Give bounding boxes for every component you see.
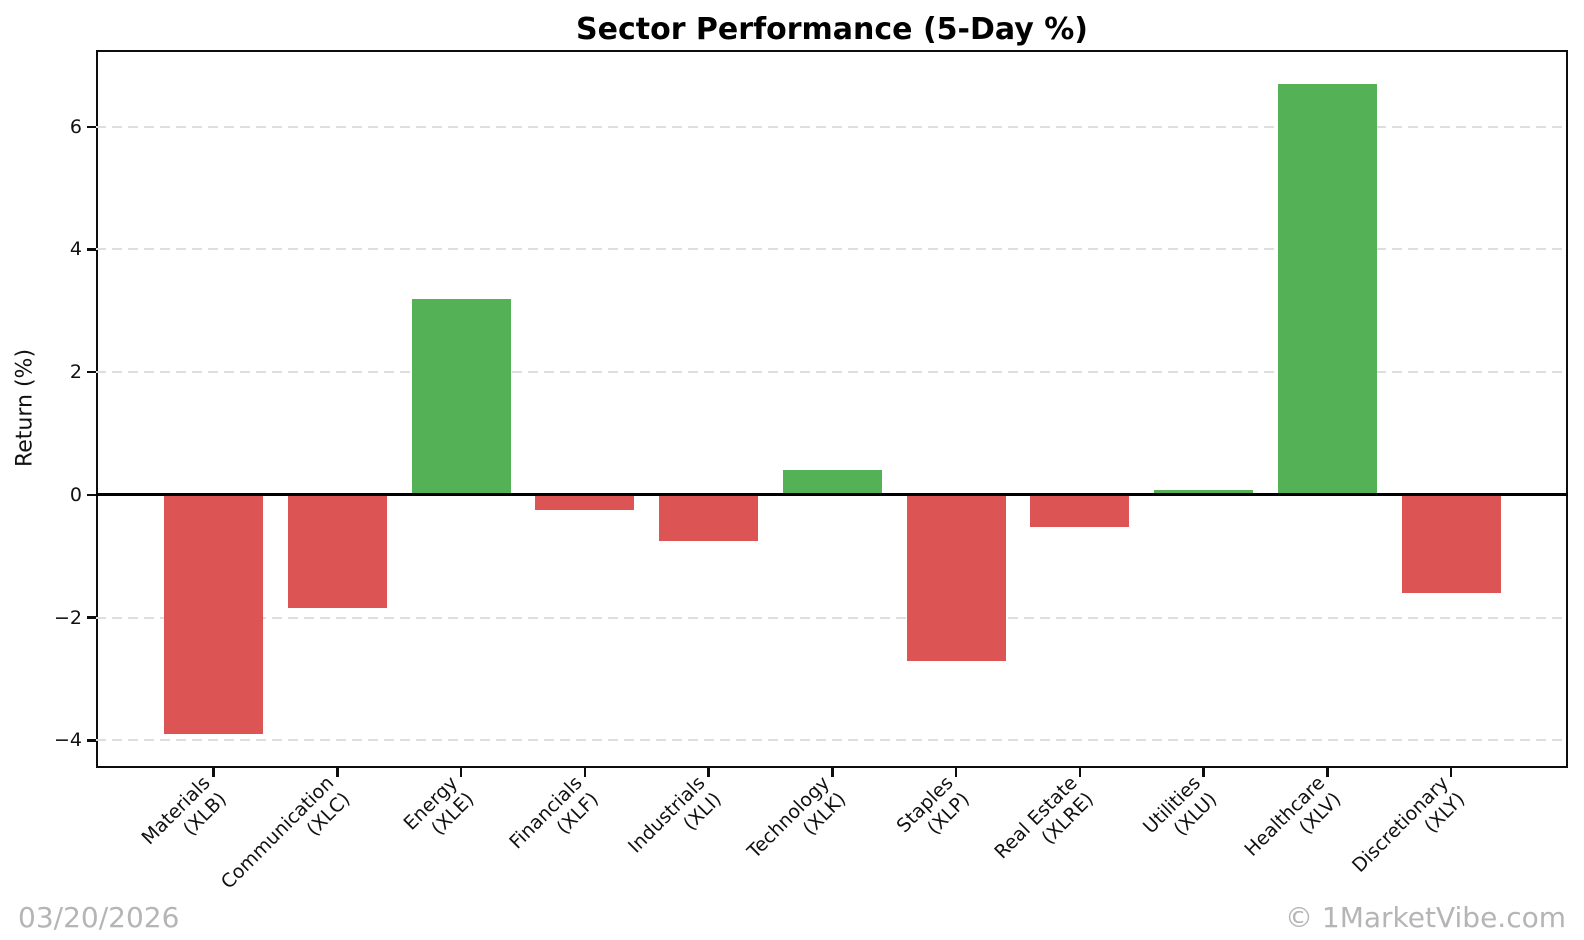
gridline-y-6 <box>96 125 1568 128</box>
x-tick-label-discretionary: Discretionary (XLY) <box>1348 772 1470 894</box>
bar-discretionary <box>1401 494 1501 594</box>
x-tick-mark <box>1202 768 1205 777</box>
x-tick-label-utilities: Utilities (XLU) <box>1139 772 1222 855</box>
x-tick-mark <box>954 768 958 777</box>
x-tick-mark <box>707 768 710 777</box>
y-tick-label: 4 <box>69 238 82 261</box>
y-tick-label: 6 <box>69 115 82 138</box>
bar-healthcare <box>1277 83 1377 495</box>
bar-technology <box>782 470 882 495</box>
x-tick-label-technology: Technology (XLK) <box>743 772 851 880</box>
x-tick-label-industrials: Industrials (XLI) <box>624 772 727 875</box>
y-tick-mark <box>87 616 96 619</box>
gridline-y-4 <box>96 248 1568 251</box>
x-tick-label-real-estate: Real Estate (XLRE) <box>990 772 1098 880</box>
x-tick-mark <box>1078 768 1082 777</box>
footer-date: 03/20/2026 <box>18 901 180 934</box>
y-tick-mark <box>87 248 96 251</box>
x-tick-label-materials: Materials (XLB) <box>138 772 232 866</box>
x-tick-mark <box>583 768 586 777</box>
plot-area-border <box>96 50 1568 768</box>
x-tick-label-financials: Financials (XLF) <box>505 772 603 870</box>
bar-energy <box>411 298 511 495</box>
chart-title: Sector Performance (5-Day %) <box>576 12 1088 47</box>
y-tick-label: −4 <box>53 729 82 752</box>
gridline-y--4 <box>96 739 1568 742</box>
gridline-y--2 <box>96 616 1568 619</box>
bar-industrials <box>659 494 758 541</box>
bar-communication <box>287 494 387 609</box>
bar-real-estate <box>1030 494 1130 527</box>
x-tick-label-staples: Staples (XLP) <box>893 772 975 854</box>
x-tick-label-healthcare: Healthcare (XLV) <box>1240 772 1346 878</box>
y-tick-label: 2 <box>69 361 82 384</box>
bar-staples <box>906 494 1006 661</box>
y-tick-mark <box>87 739 96 742</box>
gridline-y-2 <box>96 371 1568 374</box>
bar-financials <box>535 494 635 511</box>
y-tick-mark <box>87 493 96 497</box>
y-tick-mark <box>87 370 96 374</box>
y-tick-mark <box>87 125 96 128</box>
x-tick-label-energy: Energy (XLE) <box>400 772 480 852</box>
x-tick-mark <box>212 768 215 777</box>
x-tick-label-communication: Communication (XLC) <box>217 772 355 910</box>
zero-baseline <box>96 493 1568 497</box>
x-tick-mark <box>336 768 339 777</box>
x-tick-mark <box>831 768 834 777</box>
bar-materials <box>164 494 263 735</box>
y-tick-label: 0 <box>69 483 82 506</box>
x-tick-mark <box>1449 768 1453 777</box>
y-tick-label: −2 <box>53 606 82 629</box>
x-tick-mark <box>1326 768 1329 777</box>
x-tick-mark <box>459 768 463 777</box>
bar-utilities <box>1154 490 1254 495</box>
footer-watermark: © 1MarketVibe.com <box>1285 901 1566 934</box>
